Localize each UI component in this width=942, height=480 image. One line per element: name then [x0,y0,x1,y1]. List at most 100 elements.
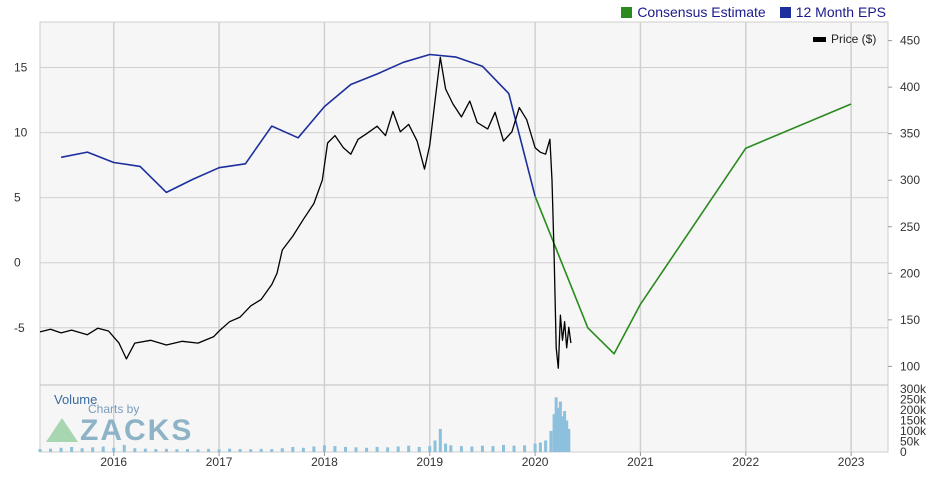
volume-label: Volume [54,392,98,407]
legend-eps-label: 12 Month EPS [795,4,886,20]
volume-bar [70,446,74,452]
volume-bar [91,447,95,452]
x-tick-label: 2023 [838,455,865,469]
left-tick-label: 0 [14,256,21,270]
volume-bar [552,414,556,452]
volume-bar [280,448,284,452]
volume-bar [560,416,564,452]
series-lines [39,53,852,369]
volume-bar [154,449,158,452]
volume-bar [444,443,448,452]
volume-bar [554,397,558,452]
legend-price[interactable]: Price ($) [813,32,876,46]
volume-bar [301,447,305,452]
gridlines [40,22,892,456]
volume-bar [217,449,221,452]
volume-bar [470,446,474,452]
volume-bar [133,448,137,452]
zacks-watermark: Volume Charts by ZACKS [40,392,200,448]
volume-bar [312,446,316,452]
volume-bar [449,445,453,452]
volume-tick-label: 100k [900,424,927,438]
x-tick-label: 2021 [627,455,654,469]
volume-bar [238,449,242,452]
volume-bar [49,448,53,452]
volume-bar [407,445,411,452]
volume-bar [459,446,463,452]
volume-bar [322,445,326,452]
left-tick-label: 15 [14,61,28,75]
right-tick-label: 150 [900,313,920,327]
right-tick-label: 350 [900,127,920,141]
volume-tick-label: 50k [900,435,920,449]
volume-bar [164,448,168,452]
volume-bar [175,449,179,452]
volume-bar [567,428,571,452]
volume-bar [59,447,63,452]
volume-bar [523,445,527,452]
price-swatch-icon [813,36,826,42]
volume-bar [354,447,358,452]
volume-bar [38,449,42,452]
volume-bar [491,446,495,452]
volume-bar [375,446,379,452]
volume-bars [38,397,571,452]
volume-tick-label: 0 [900,445,907,459]
plot-area [39,21,889,453]
eps-line [60,53,536,197]
volume-bar [185,449,189,452]
volume-bar [228,448,232,452]
volume-bar [270,449,274,452]
volume-bar [333,446,337,452]
left-tick-label: 5 [14,191,21,205]
volume-bar [207,448,211,452]
volume-bar [80,448,84,452]
volume-bar [196,449,200,452]
x-tick-label: 2018 [311,455,338,469]
volume-bar [112,447,116,452]
volume-bar [428,446,432,452]
zacks-logo-icon [46,418,78,442]
right-tick-label: 400 [900,80,920,94]
volume-tick-label: 200k [900,403,927,417]
volume-bar [544,440,548,452]
chart-legend: Consensus Estimate 12 Month EPS [621,4,886,20]
volume-bar [533,443,537,452]
legend-consensus-label: Consensus Estimate [637,4,766,20]
volume-bar [556,407,560,452]
legend-consensus[interactable]: Consensus Estimate [621,4,766,20]
volume-bar [365,447,369,452]
right-tick-label: 300 [900,173,920,187]
price-line [39,56,572,369]
zacks-brand-text: ZACKS [80,414,194,447]
tick-labels: 15 10 5 0 -5 450 400 350 300 250 200 150 100 300k250k… [14,34,927,469]
volume-bar [438,428,442,452]
volume-bar [101,446,105,452]
volume-bar [343,446,347,452]
x-tick-label: 2020 [522,455,549,469]
consensus-estimate-line [534,103,852,355]
x-tick-label: 2016 [100,455,127,469]
legend-eps[interactable]: 12 Month EPS [779,4,886,20]
x-tick-label: 2022 [732,455,759,469]
charts-by-text: Charts by [88,402,140,416]
x-tick-label: 2019 [416,455,443,469]
volume-bar [558,401,562,452]
consensus-swatch-icon [621,6,633,18]
volume-bar [396,446,400,452]
volume-bar [433,440,437,452]
volume-bar [502,444,506,452]
volume-tick-label: 150k [900,414,927,428]
volume-bar [417,446,421,452]
volume-bar [565,420,569,452]
volume-bar [563,411,567,452]
right-tick-label: 100 [900,359,920,373]
x-tick-label: 2017 [206,455,233,469]
volume-bar [249,449,253,452]
volume-bar [143,448,147,452]
volume-bar [538,442,542,452]
eps-swatch-icon [779,6,791,18]
volume-bar [291,446,295,452]
volume-bar [386,447,390,452]
